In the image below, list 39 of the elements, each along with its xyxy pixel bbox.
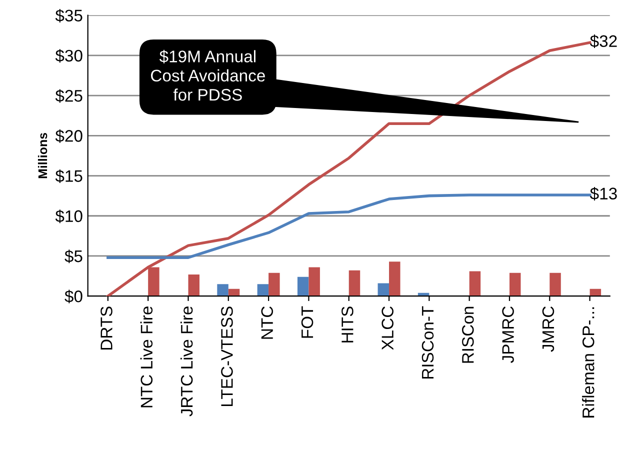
x-tick-label: NTC <box>261 306 274 339</box>
annotation: $19M Annual Cost Avoidance for PDSS <box>151 50 265 101</box>
x-tick-label: RISCon-T <box>422 306 434 379</box>
bar <box>308 267 320 296</box>
y-tick-label: $5 <box>64 250 82 264</box>
x-tick-label: FOT <box>301 306 314 338</box>
x-tick-label: DRTS <box>100 306 112 350</box>
y-axis-title: Millions <box>38 132 48 178</box>
data-label: $13 <box>590 186 617 200</box>
y-tick-label: $15 <box>55 169 82 183</box>
data-label: $32 <box>590 34 617 48</box>
bar <box>469 271 481 296</box>
bar <box>348 270 360 296</box>
x-tick-label: LTEC-VTESS <box>221 306 233 406</box>
bar <box>378 283 390 296</box>
line-series <box>106 194 592 259</box>
x-tick-label: HITS <box>342 306 354 342</box>
y-tick-label: $0 <box>64 290 82 304</box>
bar <box>188 274 200 296</box>
bar <box>509 272 521 296</box>
x-tick-label: NTC Live Fire <box>140 306 153 408</box>
y-tick-label: $25 <box>55 89 82 103</box>
x-tick-label: JRTC Live Fire <box>180 306 193 416</box>
x-tick-label: JMRC <box>542 306 554 352</box>
bar <box>297 276 309 296</box>
x-tick-label: RISCon <box>462 306 474 363</box>
bar <box>268 272 280 296</box>
x-tick-label: JPMRC <box>502 306 514 363</box>
y-tick-label: $35 <box>55 9 82 22</box>
y-tick-label: $30 <box>55 49 82 63</box>
y-tick-label: $20 <box>55 129 82 143</box>
bar <box>257 284 269 296</box>
x-tick-label: XLCC <box>382 306 394 350</box>
line-series <box>106 41 592 296</box>
bar <box>550 272 561 296</box>
bar <box>389 262 400 296</box>
bar <box>217 284 228 296</box>
y-tick-label: $10 <box>55 210 82 224</box>
x-tick-label: Rifleman CP-... <box>582 307 594 418</box>
